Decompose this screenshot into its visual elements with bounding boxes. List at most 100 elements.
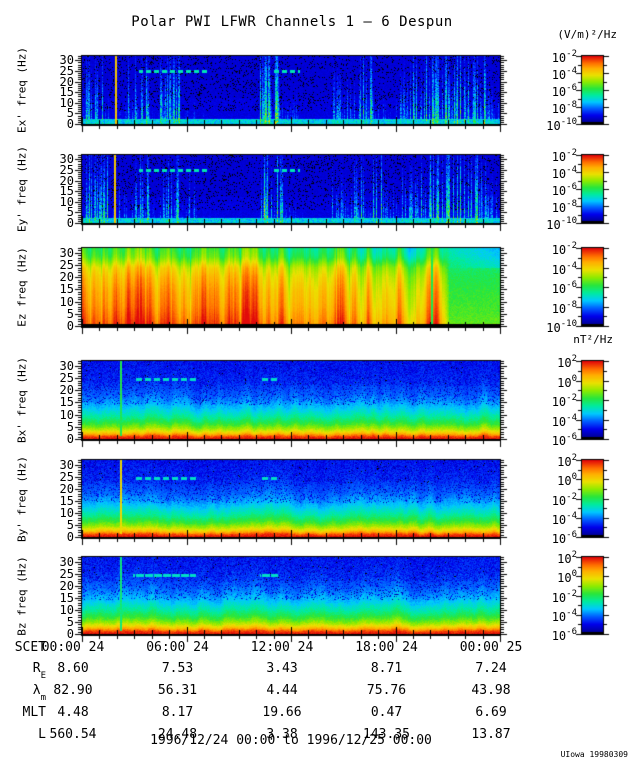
plot-title: Polar PWI LFWR Channels 1 — 6 Despun — [131, 14, 453, 30]
panel-6-colorbar-label-0: 102 — [557, 550, 577, 566]
time-tick-label-3: 18:00 24 — [355, 640, 418, 655]
ephemeris-value-3-4: 13.87 — [471, 727, 511, 742]
panel-5-ytick-15: 15 — [59, 493, 74, 508]
date-range-label: 1996/12/24 00:00 to 1996/12/25 00:00 — [150, 733, 432, 748]
ephemeris-value-2-0: 4.48 — [57, 705, 89, 720]
ephemeris-row-label-0: RE — [32, 661, 46, 681]
panel-4-colorbar-label-2: 10-2 — [551, 393, 577, 409]
ephemeris-value-1-3: 75.76 — [366, 683, 407, 698]
panel-4-ytick-10: 10 — [59, 407, 74, 422]
panel-5-colorbar-label-1: 100 — [557, 472, 577, 489]
panel-1-colorbar-label-4: 10-10 — [546, 117, 577, 133]
panel-5-colorbar-label-2: 10-2 — [551, 491, 577, 508]
ephemeris-value-1-0: 82.90 — [53, 683, 93, 698]
panel-5-ytick-25: 25 — [59, 469, 74, 484]
ephemeris-row-label-3: L — [38, 727, 46, 742]
time-axis-prefix: SCET — [14, 640, 46, 655]
panel-3-ytick-20: 20 — [59, 270, 74, 285]
panel-3-ytick-15: 15 — [59, 282, 74, 297]
ephemeris-row-label-2: MLT — [22, 705, 46, 720]
panel-2-ytick-10: 10 — [59, 194, 74, 209]
panel-5-colorbar-label-3: 10-4 — [551, 510, 577, 527]
panel-6-colorbar-label-4: 10-6 — [551, 627, 577, 643]
panel-6-ytick-10: 10 — [59, 602, 74, 617]
panel-1-colorbar-label-3: 10-8 — [551, 100, 577, 116]
panel-5-colorbar-label-0: 102 — [557, 453, 577, 469]
panel-4-ytick-0: 0 — [66, 432, 74, 446]
panel-2-ytick-25: 25 — [59, 162, 74, 177]
panel-5-ytick-20: 20 — [59, 481, 74, 496]
panel-5-ytick-30: 30 — [59, 457, 74, 472]
panel-3-colorbar-label-2: 10-6 — [551, 280, 577, 296]
panel-3-ytick-0: 0 — [66, 319, 74, 333]
panel-4-ytick-25: 25 — [59, 371, 74, 386]
panel-3-colorbar-label-0: 10-2 — [551, 241, 577, 257]
panel-6-ytick-5: 5 — [66, 614, 74, 629]
ephemeris-value-1-1: 56.31 — [157, 683, 198, 698]
time-tick-label-2: 12:00 24 — [250, 640, 314, 655]
panel-4-ytick-15: 15 — [59, 395, 74, 410]
panel-6-colorbar-label-3: 10-4 — [551, 607, 577, 624]
ephemeris-row-label-1: λm — [32, 683, 46, 703]
panel-2-ytick-20: 20 — [59, 173, 74, 188]
ephemeris-value-2-1: 8.17 — [161, 705, 194, 720]
panel-2-colorbar-label-2: 10-6 — [551, 182, 577, 198]
panel-1-ytick-5: 5 — [66, 106, 74, 121]
ephemeris-value-2-3: 0.47 — [370, 705, 403, 720]
panel-3-colorbar-label-1: 10-4 — [551, 260, 577, 277]
panel-1-ytick-25: 25 — [59, 63, 74, 78]
panel-1-ylabel: Ex' freq (Hz) — [15, 46, 29, 134]
panel-2-colorbar-label-1: 10-4 — [551, 165, 577, 181]
panel-4-colorbar-label-1: 100 — [557, 373, 577, 390]
time-tick-label-4: 00:00 25 — [459, 640, 523, 655]
ephemeris-value-2-2: 19.66 — [262, 705, 302, 720]
panel-4-colorbar-label-4: 10-6 — [551, 432, 577, 448]
ephemeris-value-0-1: 7.53 — [161, 661, 194, 676]
panel-3-colorbar-label-3: 10-8 — [551, 299, 577, 316]
panel-6-ytick-0: 0 — [66, 627, 74, 641]
panel-3-ytick-30: 30 — [59, 245, 74, 260]
panel-4-ylabel: Bx' freq (Hz) — [15, 356, 29, 444]
panel-5-ytick-0: 0 — [66, 530, 74, 544]
panel-6-ylabel: Bz freq (Hz) — [15, 555, 29, 636]
panel-1-ytick-10: 10 — [59, 95, 74, 110]
panel-2-ytick-0: 0 — [66, 216, 74, 230]
panel-1-colorbar-label-2: 10-6 — [551, 83, 577, 99]
panel-4-ytick-20: 20 — [59, 383, 74, 398]
ephemeris-value-3-2: 3.38 — [266, 727, 298, 742]
panel-6-ytick-30: 30 — [59, 554, 74, 569]
ephemeris-value-0-4: 7.24 — [475, 661, 507, 676]
panel-6-ytick-15: 15 — [59, 590, 74, 605]
time-tick-label-0: 00:00 24 — [41, 640, 105, 655]
panel-2-colorbar-label-0: 10-2 — [551, 148, 577, 164]
ephemeris-value-1-2: 4.44 — [266, 683, 298, 698]
e-field-units-label: (V/m)²/Hz — [557, 28, 617, 41]
panel-1-ytick-20: 20 — [59, 74, 74, 89]
panel-5-colorbar-label-4: 10-6 — [551, 530, 577, 546]
panel-6-ytick-25: 25 — [59, 566, 74, 581]
panel-3-ytick-10: 10 — [59, 294, 74, 309]
panel-6-colorbar-label-1: 100 — [557, 569, 577, 586]
ephemeris-value-3-0: 560.54 — [49, 727, 97, 742]
ephemeris-value-3-1: 24.48 — [157, 727, 198, 742]
panel-1-colorbar-label-1: 10-4 — [551, 66, 577, 82]
panel-3-ytick-25: 25 — [59, 258, 74, 273]
panel-6-ytick-20: 20 — [59, 578, 74, 593]
panel-1-ytick-0: 0 — [66, 117, 74, 131]
panel-2-ytick-15: 15 — [59, 184, 74, 199]
panel-5-ylabel: By' freq (Hz) — [15, 455, 29, 542]
panel-1-ytick-30: 30 — [59, 53, 74, 68]
panel-3-ytick-5: 5 — [66, 306, 74, 321]
ephemeris-value-2-4: 6.69 — [475, 705, 507, 720]
b-field-units-label: nT²/Hz — [573, 333, 613, 346]
ephemeris-value-3-3: 143.35 — [363, 727, 410, 742]
credit-label: UIowa 19980309 — [560, 750, 628, 759]
panel-2-colorbar-label-4: 10-10 — [546, 216, 577, 232]
panel-3-colorbar-label-4: 10-10 — [546, 319, 577, 335]
ephemeris-value-1-4: 43.98 — [471, 683, 511, 698]
panel-6-colorbar-label-2: 10-2 — [551, 588, 577, 605]
time-tick-label-1: 06:00 24 — [146, 640, 209, 655]
ephemeris-value-0-3: 8.71 — [370, 661, 403, 676]
panel-2-ylabel: Ey' freq (Hz) — [15, 145, 29, 233]
